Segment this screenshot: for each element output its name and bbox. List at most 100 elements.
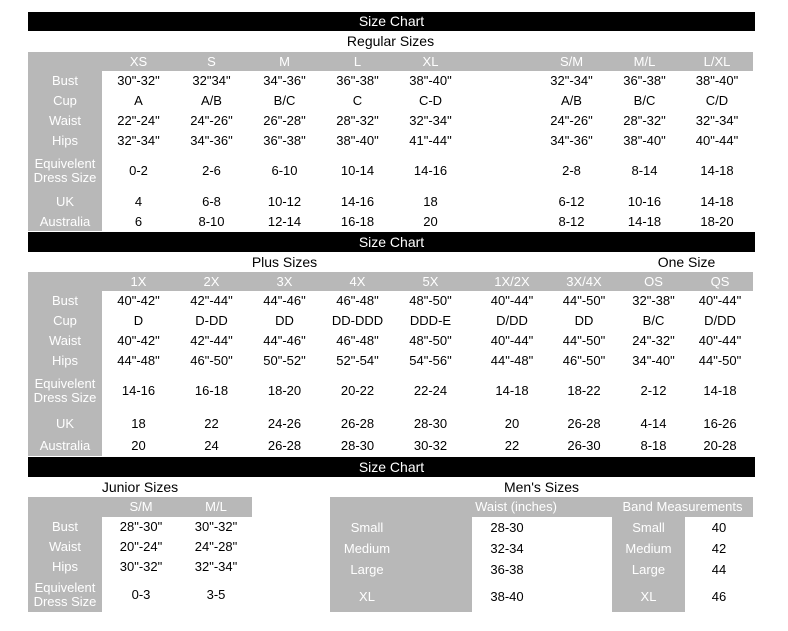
row-gap <box>467 331 476 351</box>
mens-band-size-label: Small <box>632 520 665 535</box>
size-cell: 10-14 <box>340 163 375 178</box>
size-cell: 2-8 <box>562 163 581 178</box>
size-cell: 30"-32" <box>119 559 163 574</box>
size-cell: 38"-40" <box>336 133 379 148</box>
size-cell: 24"-28" <box>194 539 238 554</box>
size-cell: 8-18 <box>640 438 667 453</box>
size-cell: 24"-26" <box>550 113 593 128</box>
mens-table-row: XL 38-40 XL 46 <box>330 580 753 612</box>
size-cell: 14-18 <box>703 383 737 398</box>
column-header: S <box>207 53 216 69</box>
size-cell: 22 <box>204 415 219 431</box>
column-header: M/L <box>633 53 656 69</box>
size-cell: 40"-44" <box>698 333 742 348</box>
row-gap <box>467 131 535 151</box>
row-label: Bust <box>28 71 102 91</box>
row-gap <box>467 213 535 231</box>
size-cell: 38"-40" <box>695 73 739 88</box>
size-cell: 14-18 <box>627 214 662 229</box>
size-cell: 34"-36" <box>190 133 233 148</box>
header-gap <box>467 52 535 71</box>
size-cell: 14-16 <box>340 194 375 209</box>
size-cell: 34"-36" <box>550 133 593 148</box>
row-label: UK <box>28 191 102 213</box>
size-cell: 2-12 <box>640 383 667 398</box>
mens-waist-value: 32-34 <box>490 541 524 556</box>
column-header: S/M <box>559 53 584 69</box>
row-gap <box>467 71 535 91</box>
size-chart-bar-title: Size Chart <box>358 234 425 250</box>
column-header: 1X/2X <box>494 273 530 289</box>
table-row: Hips 44"-48" 46"-50" 50"-52" 52"-54" 54"-56" 4… <box>28 351 753 371</box>
size-cell: 44"-50" <box>562 333 606 348</box>
table-row: Australia 20 24 26-28 28-30 30-32 22 26-30 8-18 2… <box>28 436 753 456</box>
size-cell: 14-18 <box>700 194 734 209</box>
column-header: L/XL <box>703 53 731 69</box>
row-label: Bust <box>28 517 102 537</box>
row-gap <box>467 311 476 331</box>
table-row: UK 4 6-8 10-12 14-16 18 6-12 10-16 14-18 <box>28 191 753 213</box>
size-cell: DD <box>275 313 294 328</box>
table-row: Equivelent Dress Size 0-2 2-6 6-10 10-14 14-1… <box>28 151 753 191</box>
junior-sizes-table: S/M M/L Bust 28"-30" 30"-32" Waist 20"-24" 24"-… <box>28 497 252 612</box>
size-cell: DDD-E <box>409 313 452 328</box>
size-cell: 14-16 <box>121 383 156 398</box>
table-row: Equivelent Dress Size 0-3 3-5 <box>28 577 252 612</box>
mens-size-label: Medium <box>343 541 391 556</box>
size-cell: D <box>133 313 144 328</box>
mens-size-label: Large <box>350 562 384 577</box>
size-cell: 28"-30" <box>119 519 163 534</box>
size-cell: 18-22 <box>567 383 601 398</box>
size-cell: 34"-40" <box>632 353 675 368</box>
table-row: Cup A A/B B/C C C-D A/B B/C C/D <box>28 91 753 111</box>
size-cell: 0-2 <box>129 163 148 178</box>
table-row: Waist 40"-42" 42"-44" 44"-46" 46"-48" 48"-50"… <box>28 331 753 351</box>
mens-table-row: Large 36-38 Large 44 <box>330 559 753 580</box>
size-cell: 26"-28" <box>263 113 306 128</box>
size-cell: DD-DDD <box>331 313 384 328</box>
size-cell: 28-30 <box>413 415 448 431</box>
size-cell: 20"-24" <box>119 539 163 554</box>
column-header: 3X <box>276 273 293 289</box>
header-gap <box>467 272 476 291</box>
row-label: Equivelent Dress Size <box>28 577 102 612</box>
row-label: Australia <box>28 436 102 456</box>
plus-sizes-title: Plus Sizes <box>251 254 318 270</box>
table-header-row: 1X 2X 3X 4X 5X 1X/2X 3X/4X OS QS <box>28 272 753 291</box>
size-cell: 32"-34" <box>695 113 739 128</box>
table-row: Cup D D-DD DD DD-DDD DDD-E D/DD DD B/C D/DD <box>28 311 753 331</box>
mens-band-size-label: Medium <box>625 541 672 556</box>
size-cell: 40"-44" <box>490 333 534 348</box>
size-cell: C <box>352 93 363 108</box>
size-cell: 20 <box>504 415 520 431</box>
size-cell: 12-14 <box>267 214 302 229</box>
size-cell: 26-30 <box>567 438 601 453</box>
row-gap <box>467 436 476 456</box>
mens-band-size-label: XL <box>640 588 657 604</box>
row-label: Hips <box>28 351 102 371</box>
size-cell: 10-12 <box>267 194 302 209</box>
mens-waist-value: 38-40 <box>490 588 524 604</box>
column-header: 4X <box>349 273 366 289</box>
size-cell: 24-26 <box>267 415 302 431</box>
size-chart-bar-title: Size Chart <box>358 459 425 475</box>
mens-waist-header: Waist (inches) <box>475 499 557 514</box>
table-row: Bust 28"-30" 30"-32" <box>28 517 252 537</box>
plus-sizes-table: 1X 2X 3X 4X 5X 1X/2X 3X/4X OS QS Bust 40"-42" 42"-4… <box>28 272 753 456</box>
size-cell: 6-8 <box>202 194 221 209</box>
table-row: Hips 30"-32" 32"-34" <box>28 557 252 577</box>
size-cell: 6 <box>134 214 143 229</box>
size-cell: DD <box>574 313 594 328</box>
one-size-title: One Size <box>657 254 716 270</box>
column-header: XL <box>422 53 439 69</box>
size-cell: 26-28 <box>340 415 375 431</box>
column-header: 3X/4X <box>566 273 602 289</box>
size-cell: 18 <box>423 194 438 209</box>
size-cell: 24"-32" <box>632 333 675 348</box>
row-label: Hips <box>28 131 102 151</box>
row-label: Equivelent Dress Size <box>28 151 102 191</box>
size-cell: 20 <box>423 214 438 229</box>
column-header: QS <box>710 273 730 289</box>
mens-band-value: 46 <box>711 588 727 604</box>
size-cell: 2-6 <box>202 163 221 178</box>
